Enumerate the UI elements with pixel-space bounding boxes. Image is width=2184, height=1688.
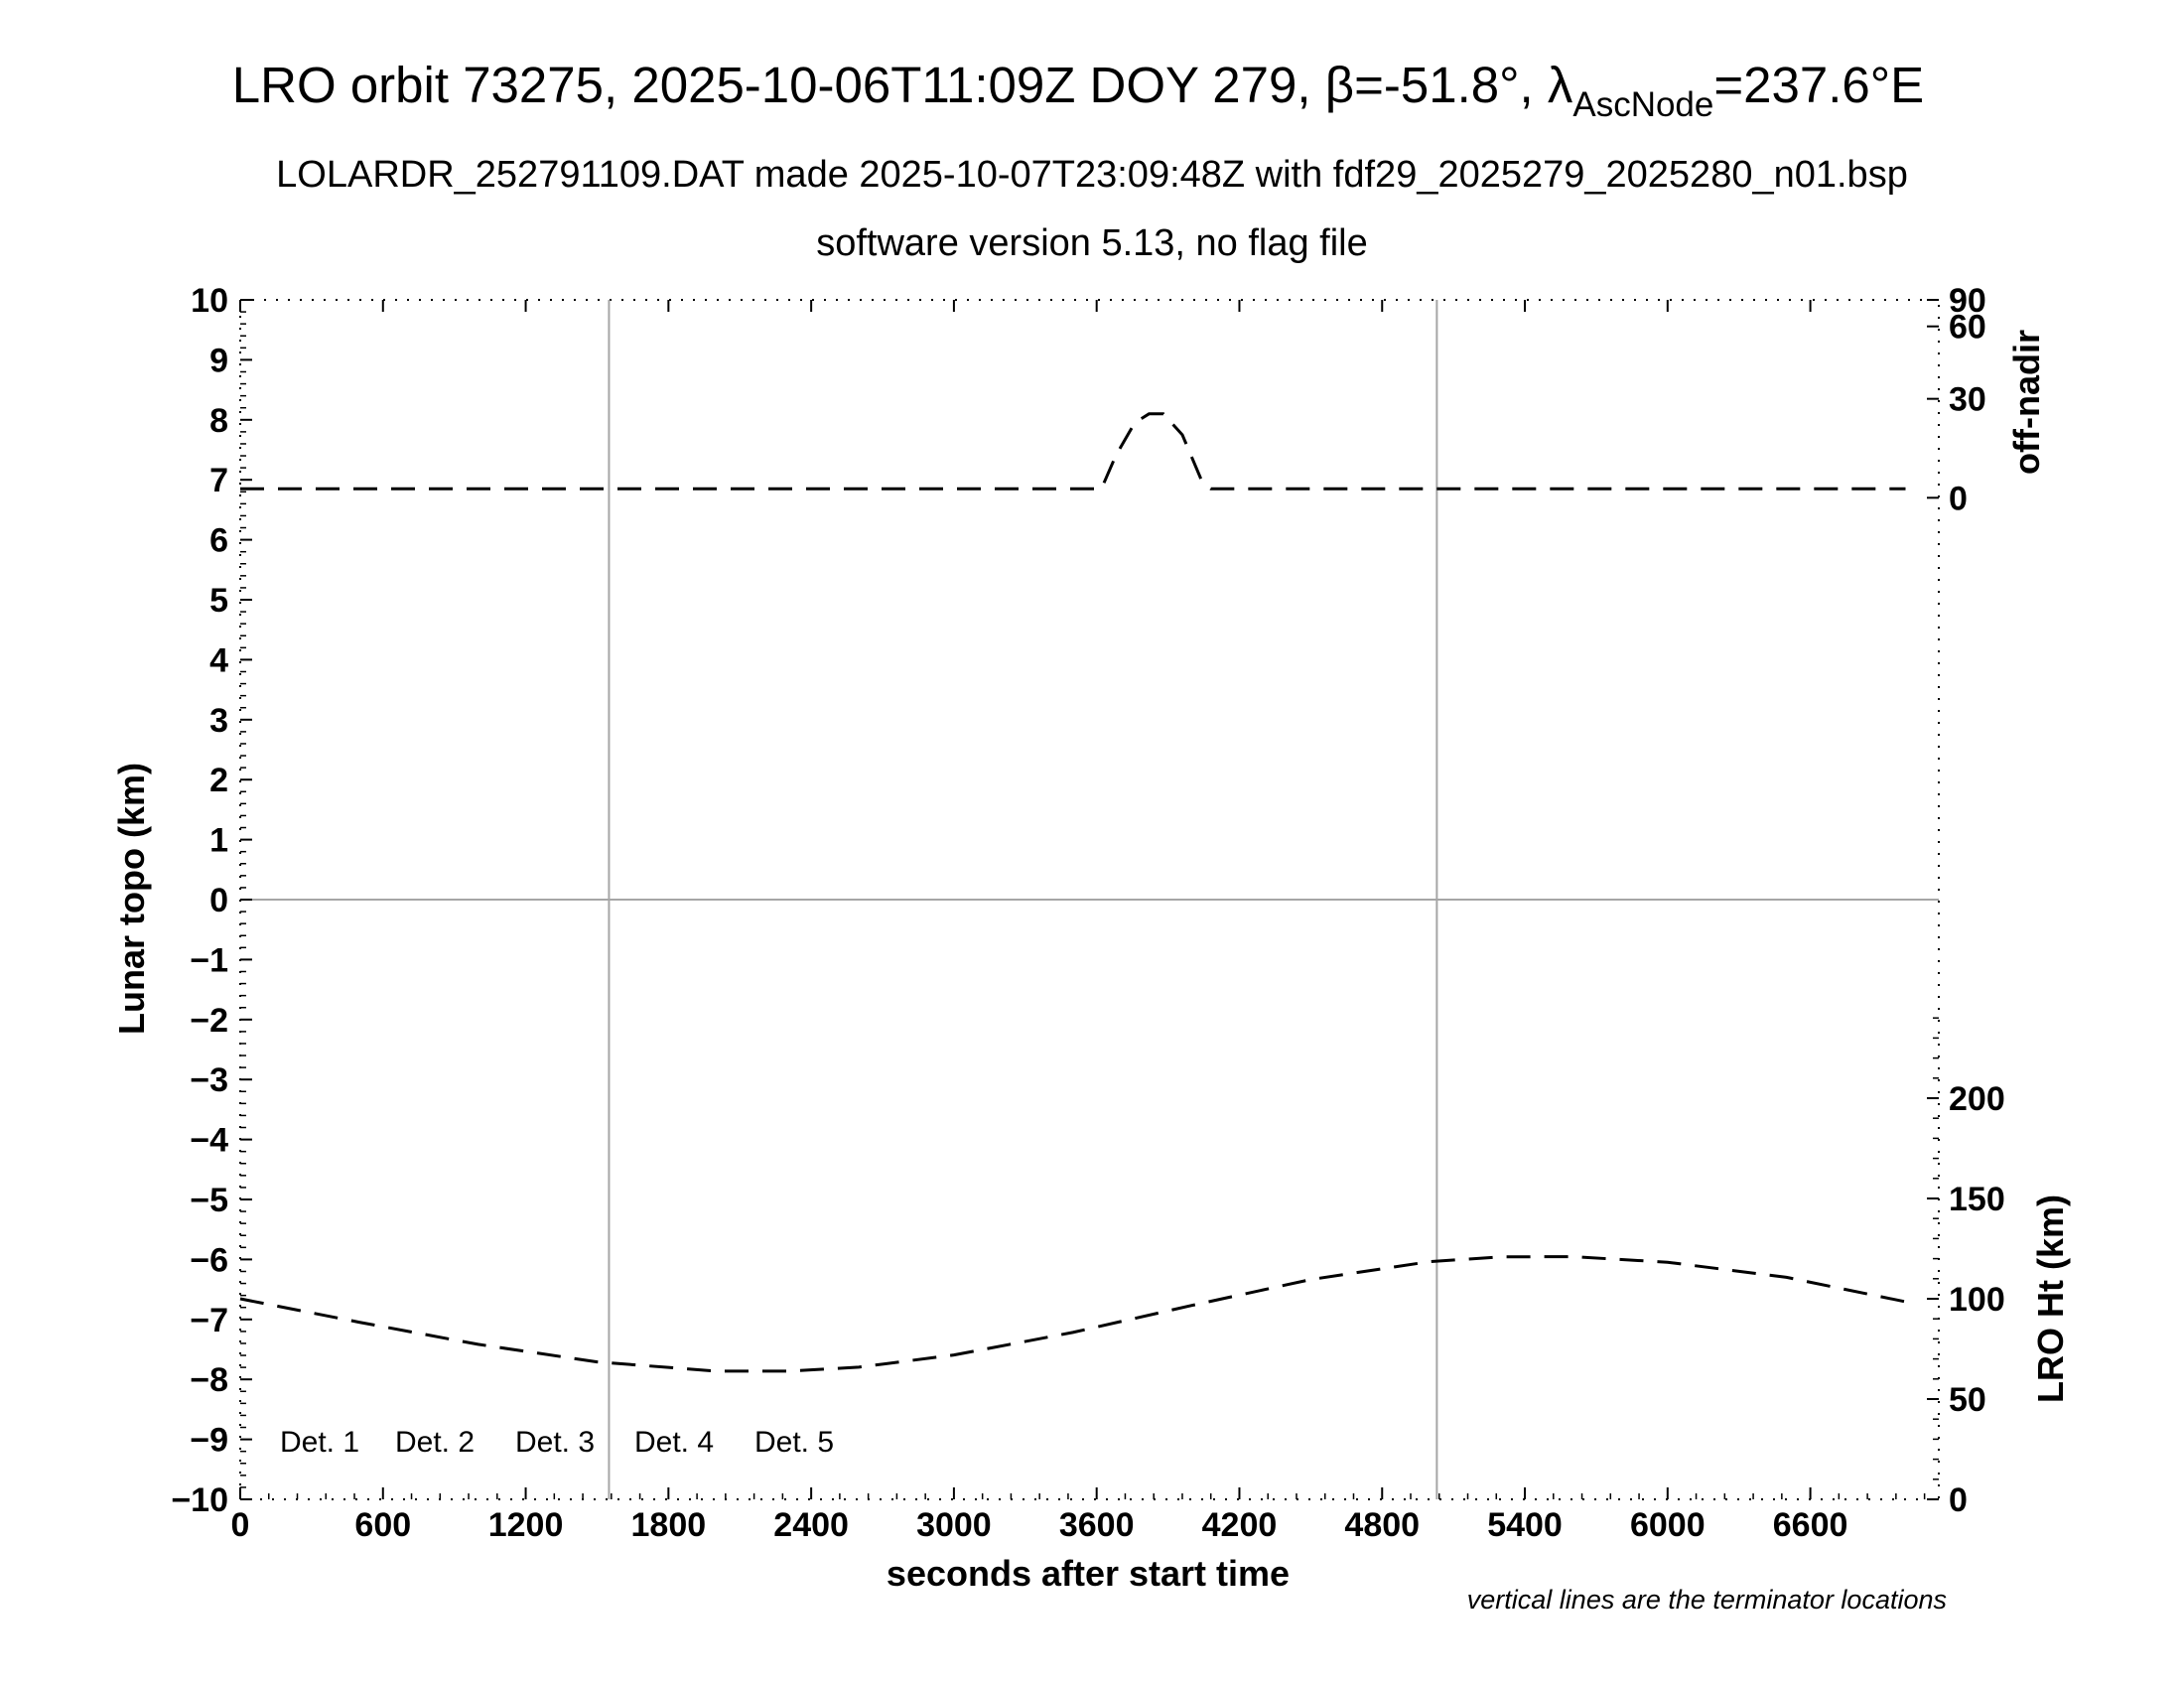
y-tick-label: −6	[190, 1241, 228, 1279]
grid-lines	[240, 300, 1939, 1499]
x-tick-label: 6000	[1630, 1506, 1706, 1544]
lro-height-line	[240, 1257, 1906, 1371]
y-tick-label: −1	[190, 941, 228, 979]
y-tick-label: −5	[190, 1182, 228, 1219]
y-tick-label: −3	[190, 1061, 228, 1099]
tick-labels: 0 600 1200 1800 2400 3000 3600 4200 4800 5400 6000…	[171, 282, 2004, 1544]
x-tick-label: 0	[231, 1506, 250, 1544]
chart-subtitle-software: software version 5.13, no flag file	[816, 222, 1368, 264]
y-tick-label: −7	[190, 1302, 228, 1339]
offnadir-tick-label: 30	[1949, 381, 1986, 419]
chart-title: LRO orbit 73275, 2025-10-06T11:09Z DOY 2…	[232, 57, 1924, 124]
y-tick-label: 9	[209, 342, 228, 379]
legend: Det. 1 Det. 2 Det. 3 Det. 4 Det. 5	[280, 1426, 834, 1459]
y-tick-label: −8	[190, 1361, 228, 1399]
left-axis-title: Lunar topo (km)	[111, 763, 152, 1035]
ht-tick-label: 50	[1949, 1381, 1986, 1419]
x-tick-label: 2400	[773, 1506, 849, 1544]
ht-tick-label: 100	[1949, 1281, 2005, 1319]
y-tick-label: 2	[209, 762, 228, 799]
x-tick-label: 4800	[1344, 1506, 1420, 1544]
legend-item-det1: Det. 1	[280, 1426, 359, 1459]
y-tick-label: −10	[171, 1481, 228, 1519]
chart-subtitle-file: LOLARDR_252791109.DAT made 2025-10-07T23…	[276, 154, 1908, 196]
offnadir-line	[240, 414, 1906, 490]
legend-item-det4: Det. 4	[634, 1426, 714, 1459]
x-tick-label: 1800	[631, 1506, 707, 1544]
x-tick-label: 5400	[1487, 1506, 1563, 1544]
y-tick-label: −9	[190, 1422, 228, 1460]
x-tick-label: 3600	[1059, 1506, 1135, 1544]
ht-tick-label: 0	[1949, 1481, 1968, 1519]
x-tick-label: 1200	[488, 1506, 564, 1544]
legend-item-det2: Det. 2	[395, 1426, 475, 1459]
y-tick-label: 7	[209, 462, 228, 499]
right-axis-title-offnadir: off-nadir	[2006, 330, 2047, 475]
ht-tick-label: 150	[1949, 1181, 2005, 1218]
offnadir-tick-label: 0	[1949, 480, 1968, 517]
y-tick-label: 5	[209, 582, 228, 620]
y-tick-label: −2	[190, 1002, 228, 1040]
x-tick-label: 6600	[1773, 1506, 1848, 1544]
ht-tick-label: 200	[1949, 1080, 2005, 1118]
series-lines	[240, 414, 1906, 1371]
x-tick-label: 4200	[1202, 1506, 1278, 1544]
legend-item-det5: Det. 5	[754, 1426, 834, 1459]
legend-item-det3: Det. 3	[515, 1426, 595, 1459]
y-tick-label: −4	[190, 1122, 228, 1160]
y-tick-label: 3	[209, 702, 228, 740]
footnote: vertical lines are the terminator locati…	[1467, 1585, 1947, 1615]
x-tick-label: 3000	[916, 1506, 992, 1544]
right-axis-title-ht: LRO Ht (km)	[2030, 1195, 2071, 1403]
offnadir-tick-label: 90	[1949, 282, 1986, 320]
y-tick-label: 8	[209, 402, 228, 440]
y-tick-label: 4	[209, 641, 228, 679]
x-tick-label: 600	[354, 1506, 411, 1544]
y-tick-label: 10	[191, 282, 228, 320]
y-tick-label: 6	[209, 522, 228, 560]
y-tick-label: 1	[209, 822, 228, 860]
y-tick-label: 0	[209, 882, 228, 919]
x-axis-title: seconds after start time	[887, 1553, 1290, 1594]
